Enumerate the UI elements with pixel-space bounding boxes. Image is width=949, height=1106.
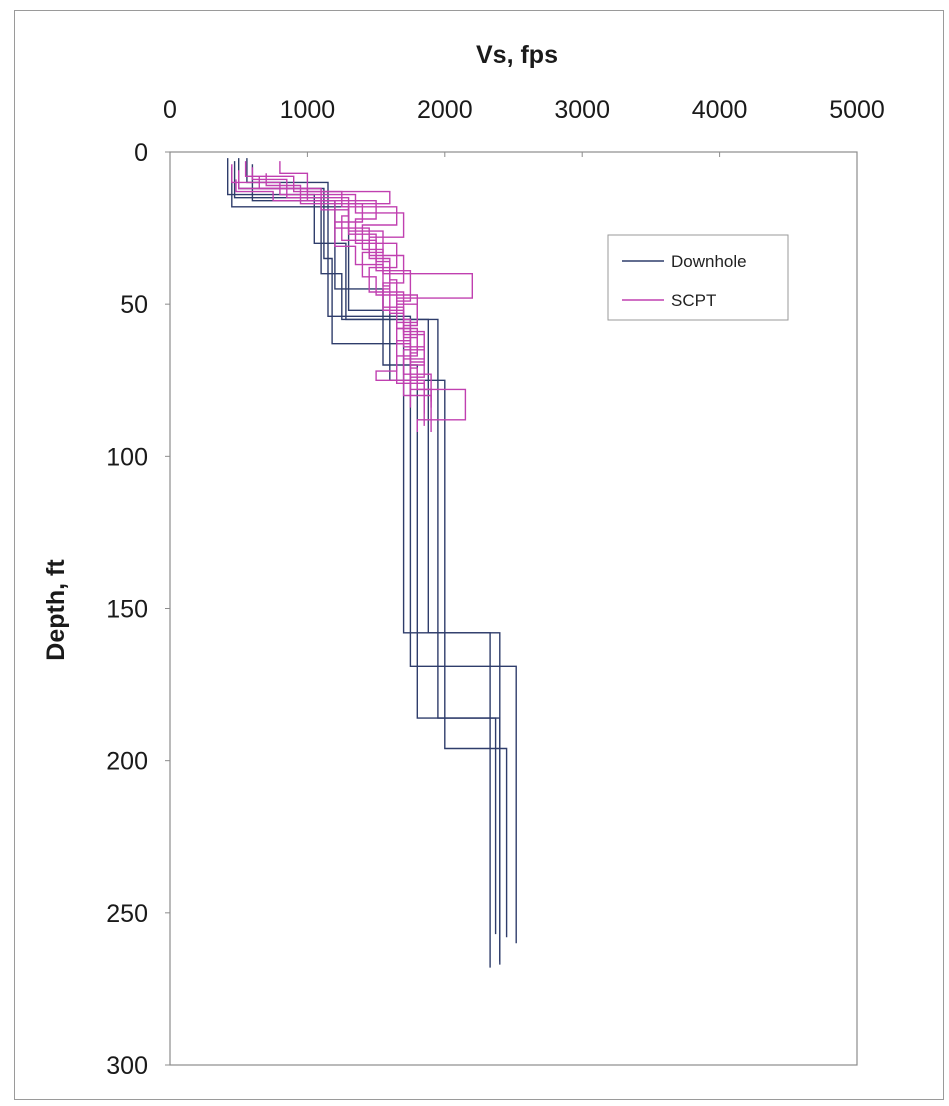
x-tick-label: 3000	[554, 96, 610, 124]
y-axis-title: Depth, ft	[42, 559, 70, 661]
x-tick-label: 5000	[829, 96, 885, 124]
legend-label-downhole: Downhole	[671, 252, 747, 271]
y-tick-label: 50	[120, 291, 148, 319]
x-tick-label: 2000	[417, 96, 473, 124]
y-tick-label: 300	[106, 1052, 148, 1080]
series-line-scpt	[235, 179, 432, 402]
x-axis-ticks: 0 1000 2000 3000 4000 5000	[163, 96, 885, 157]
series-line-scpt	[265, 173, 425, 426]
legend-label-scpt: SCPT	[671, 291, 716, 310]
series-line-downhole	[231, 167, 508, 938]
series-line-scpt	[279, 161, 425, 396]
series-line-scpt	[237, 170, 425, 414]
legend-box	[607, 234, 789, 321]
y-tick-label: 200	[106, 748, 148, 776]
y-axis-ticks: 0 50 100 150 200 250 300	[106, 139, 170, 1080]
x-axis-title: Vs, fps	[476, 41, 558, 69]
y-tick-label: 0	[134, 139, 148, 167]
series-layer	[226, 158, 517, 968]
x-tick-label: 1000	[280, 96, 336, 124]
x-tick-label: 4000	[692, 96, 748, 124]
y-tick-label: 250	[106, 900, 148, 928]
x-tick-label: 0	[163, 96, 177, 124]
legend: Downhole SCPT	[607, 234, 789, 321]
y-tick-label: 100	[106, 443, 148, 471]
y-tick-label: 150	[106, 596, 148, 624]
